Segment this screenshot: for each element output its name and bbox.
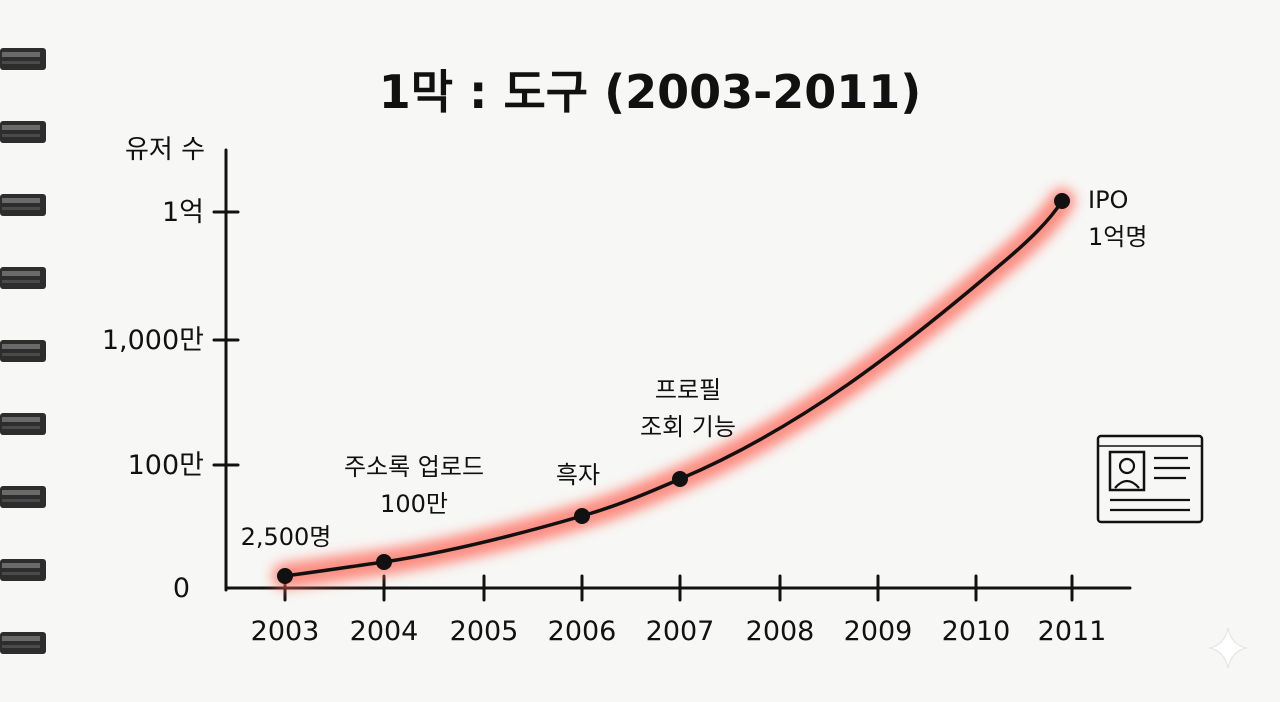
spiral-ring <box>0 413 46 435</box>
data-point <box>277 568 293 584</box>
spiral-ring <box>0 340 46 362</box>
x-tick-label: 2011 <box>1038 616 1107 647</box>
x-tick-label: 2003 <box>251 616 320 647</box>
y-ticks: 0 100만 1,000만 1억 <box>102 197 240 604</box>
x-tick-label: 2007 <box>646 616 715 647</box>
x-tick-label: 2004 <box>350 616 419 647</box>
point-annotation: 프로필 <box>655 376 721 404</box>
point-annotation: 2,500명 <box>241 523 332 551</box>
y-tick-label: 1,000만 <box>102 325 204 356</box>
x-tick-label: 2006 <box>548 616 617 647</box>
spiral-ring <box>0 267 46 289</box>
sparkle-icon <box>1208 627 1248 669</box>
x-tick-label: 2010 <box>942 616 1011 647</box>
data-point <box>574 508 590 524</box>
spiral-ring <box>0 194 46 216</box>
spiral-ring <box>0 48 46 70</box>
data-point <box>376 554 392 570</box>
x-tick-label: 2005 <box>450 616 519 647</box>
data-point <box>672 471 688 487</box>
y-tick-label: 100만 <box>128 450 204 481</box>
id-card-icon <box>1096 434 1204 524</box>
point-annotation: 조회 기능 <box>640 413 736 441</box>
x-ticks: 2003 2004 2005 2006 2007 2008 2009 2010 2011 <box>251 574 1107 647</box>
y-tick-label: 1억 <box>162 197 204 228</box>
spiral-ring <box>0 486 46 508</box>
spiral-ring <box>0 559 46 581</box>
point-annotation: IPO <box>1088 186 1128 214</box>
point-annotation: 주소록 업로드 <box>344 453 484 481</box>
y-tick-label: 0 <box>173 573 190 604</box>
x-tick-label: 2009 <box>844 616 913 647</box>
point-annotation: 1억명 <box>1088 223 1147 251</box>
spiral-ring <box>0 632 46 654</box>
x-tick-label: 2008 <box>746 616 815 647</box>
axes <box>224 148 1132 592</box>
chart-title: 1막 : 도구 (2003-2011) <box>379 65 922 119</box>
y-axis-label: 유저 수 <box>125 135 205 165</box>
data-points <box>277 193 1070 584</box>
point-annotation: 100만 <box>380 490 448 518</box>
notebook-spiral <box>0 48 46 654</box>
spiral-ring <box>0 121 46 143</box>
point-annotation: 흑자 <box>556 461 600 489</box>
data-point <box>1054 193 1070 209</box>
